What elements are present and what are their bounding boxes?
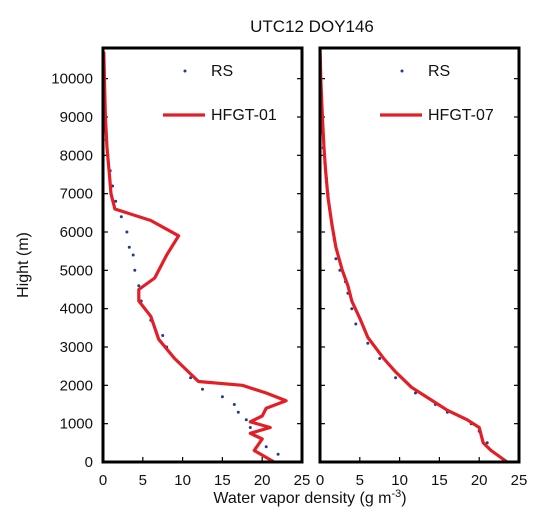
data-point: [276, 452, 280, 456]
data-point: [189, 376, 193, 380]
data-point: [334, 257, 338, 261]
legend-swatch-dot: [183, 69, 187, 73]
y-tick-label: 3000: [60, 339, 93, 356]
x-tick-label: 0: [316, 472, 324, 489]
y-tick-label: 10000: [51, 71, 93, 88]
legend-label: HFGT-07: [428, 107, 494, 124]
chart-title: UTC12 DOY146: [250, 17, 374, 36]
data-point: [137, 284, 141, 288]
data-point: [131, 253, 135, 257]
series-dots-rs: [318, 77, 505, 464]
y-axis-ticks: 0 1000 2000 3000 4000 5000 6000 7000 8000 9000 100…: [51, 71, 93, 471]
data-point: [119, 215, 123, 219]
data-point: [264, 445, 268, 449]
x-tick-label: 20: [471, 472, 488, 489]
data-point: [220, 395, 224, 399]
panel-left: 0 5 10 15 20 25 RS HFGT-01: [99, 46, 311, 489]
data-point: [366, 341, 370, 345]
panel-right: 0 5 10 15 20 25 RS HFGT-07: [316, 46, 528, 489]
y-tick-label: 9000: [60, 109, 93, 126]
x-tick-label: 0: [99, 472, 107, 489]
x-tick-label: 5: [356, 472, 364, 489]
x-tick-label: 15: [214, 472, 231, 489]
data-point: [201, 387, 204, 391]
x-tick-label: 10: [174, 472, 191, 489]
y-tick-label: 7000: [60, 186, 93, 203]
data-point: [414, 391, 417, 395]
y-tick-label: 4000: [60, 301, 93, 318]
legend-label: RS: [211, 63, 233, 80]
x-tick-label: 25: [511, 472, 528, 489]
x-axis-label: Water vapor density (g m-3): [213, 488, 406, 507]
data-point: [248, 426, 252, 429]
data-point: [125, 230, 129, 234]
series-line-hfgt-01: [102, 51, 288, 464]
y-tick-label: 5000: [60, 262, 93, 279]
x-tick-label: 20: [254, 472, 271, 489]
plot-frame: [101, 46, 304, 464]
data-point: [378, 357, 382, 360]
data-point: [127, 245, 131, 249]
data-point: [236, 410, 240, 414]
data-point: [114, 199, 118, 203]
data-point: [244, 418, 248, 422]
y-tick-label: 8000: [60, 147, 93, 164]
legend-swatch-dot: [400, 69, 404, 73]
y-tick-label: 2000: [60, 377, 93, 394]
legend-label: HFGT-01: [211, 107, 277, 124]
plot-frame: [318, 46, 521, 464]
series-line-hfgt-07: [318, 47, 509, 464]
x-tick-label: 15: [431, 472, 448, 489]
y-tick-label: 6000: [60, 224, 93, 241]
x-tick-label: 10: [391, 472, 408, 489]
data-point: [350, 307, 354, 311]
y-tick-label: 1000: [60, 416, 93, 433]
x-axis-label-sup: -3: [392, 488, 402, 500]
data-point: [394, 376, 398, 380]
data-point: [232, 403, 236, 406]
data-point: [161, 334, 165, 337]
y-tick-label: 0: [85, 454, 93, 471]
legend: RS HFGT-07: [380, 63, 494, 124]
data-point: [354, 322, 358, 326]
y-axis-label: Hight (m): [15, 232, 32, 298]
legend-label: RS: [428, 63, 450, 80]
x-tick-label: 25: [294, 472, 311, 489]
x-tick-label: 5: [139, 472, 147, 489]
legend: RS HFGT-01: [163, 63, 277, 124]
x-axis-label-end: ): [401, 490, 406, 507]
x-axis-label-main: Water vapor density (g m: [213, 490, 391, 507]
data-point: [133, 268, 137, 272]
data-point: [485, 441, 489, 445]
